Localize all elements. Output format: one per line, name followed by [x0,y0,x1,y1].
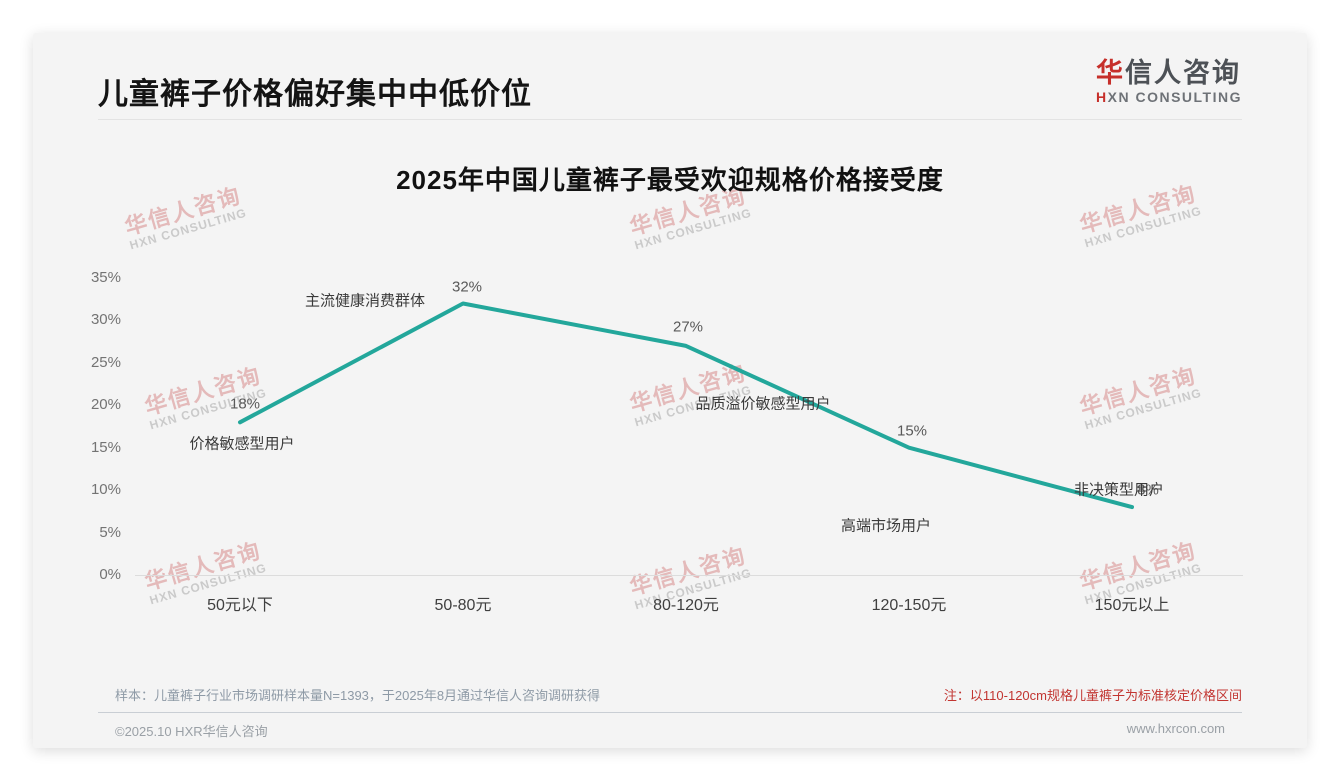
y-axis-tick: 30% [90,311,121,329]
segment-annotation: 非决策型用户 [1073,481,1165,499]
footer-divider [98,712,1242,713]
logo-chinese-text: 华信人咨询 [1096,58,1242,88]
y-axis-tick: 0% [99,566,121,583]
y-axis-tick: 5% [99,523,121,541]
x-axis-label: 120-150元 [871,597,947,614]
data-point-value-label: 8% [1137,481,1159,499]
chart-title: 2025年中国儿童裤子最受欢迎规格价格接受度 [396,165,944,195]
x-axis-line [135,575,1243,576]
segment-annotation: 价格敏感型用户 [189,435,295,453]
x-axis-label: 50-80元 [434,597,492,614]
header-divider [98,119,1242,120]
line-chart: 35% 30% 25% 20% 15% 10% 5% 0% 50元以下 50-80元 80-120元… [33,33,1307,748]
data-point-value-label: 15% [896,422,928,440]
data-point-value-label: 18% [229,395,261,413]
trend-line [238,301,1134,510]
segment-annotation: 主流健康消费群体 [304,292,426,310]
x-axis-label: 150元以上 [1094,597,1170,614]
page-title: 儿童裤子价格偏好集中中低价位 [98,78,532,111]
sample-note: 样本：儿童裤子行业市场调研样本量N=1393，于2025年8月通过华信人咨询调研… [115,688,601,703]
logo-english-text: HXN CONSULTING [1096,88,1242,105]
y-axis-tick: 20% [90,396,121,414]
x-axis-label: 50元以下 [207,597,273,614]
copyright-text: ©2025.10 HXR华信人咨询 [115,724,268,739]
segment-annotation: 高端市场用户 [840,517,932,535]
y-axis-tick: 35% [90,269,121,286]
x-axis-label: 80-120元 [653,597,719,614]
company-logo: 华信人咨询 HXN CONSULTING [1096,58,1242,105]
segment-annotation: 品质溢价敏感型用户 [695,395,831,413]
slide-card: 华信人咨询 HXN CONSULTING 华信人咨询 HXN CONSULTING 华信… [33,33,1307,748]
website-text: www.hxrcon.com [1126,721,1225,736]
y-axis-tick: 25% [90,353,121,371]
y-axis-tick: 10% [90,481,121,499]
data-point-value-label: 32% [451,278,483,296]
pricing-basis-note: 注：以110-120cm规格儿童裤子为标准核定价格区间 [943,688,1242,703]
data-point-value-label: 27% [672,318,704,336]
y-axis-tick: 15% [90,438,121,456]
trend-line-svg [238,301,1134,510]
